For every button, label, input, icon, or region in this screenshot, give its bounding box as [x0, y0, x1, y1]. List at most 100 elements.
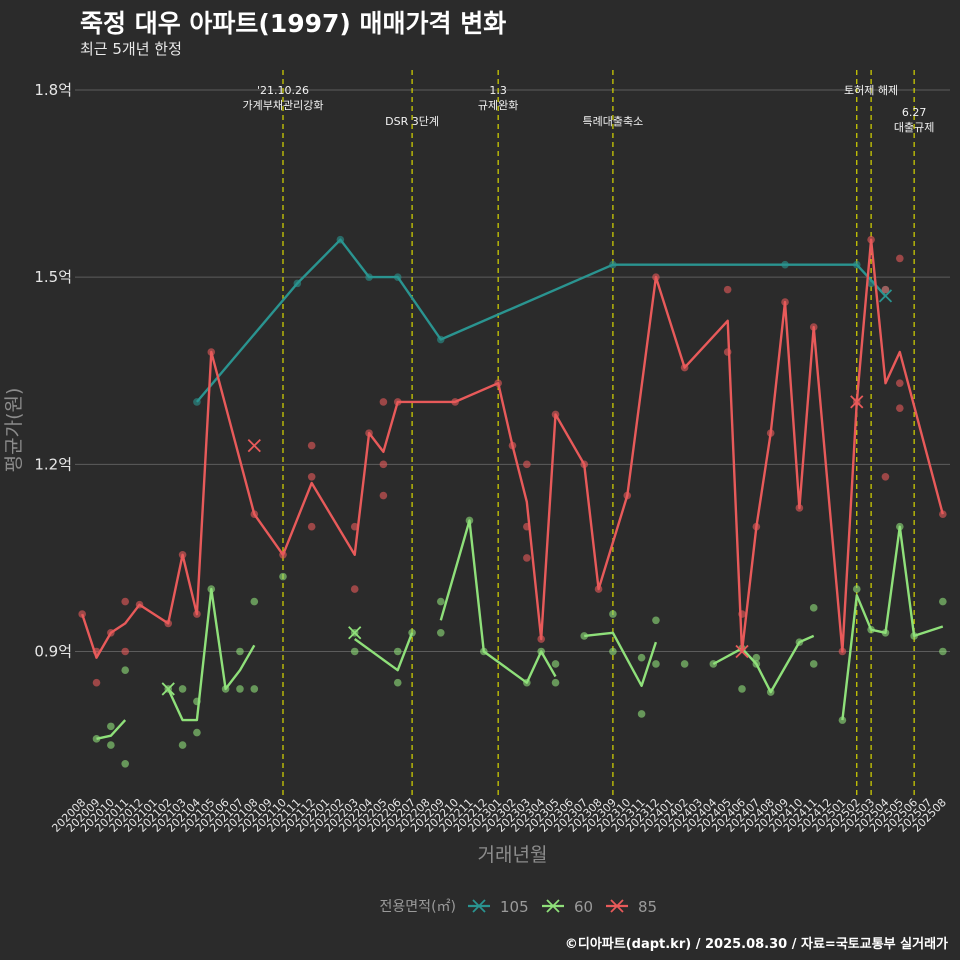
source-caption: ©디아파트(dapt.kr) / 2025.08.30 / 자료=국토교통부 실… — [564, 937, 948, 952]
data-point-85 — [766, 429, 775, 437]
data-point-85 — [379, 398, 388, 406]
data-point-105 — [781, 260, 789, 269]
data-point-85 — [494, 379, 502, 388]
data-point-85 — [652, 273, 660, 281]
data-point-85 — [393, 398, 402, 406]
data-point-85 — [307, 522, 316, 531]
series-60 — [92, 516, 947, 768]
data-point-60 — [250, 685, 259, 693]
data-point-85 — [895, 254, 904, 263]
data-point-60 — [523, 678, 531, 687]
data-point-85 — [92, 647, 101, 656]
legend-swatch-x — [610, 899, 624, 913]
x-mark-85 — [850, 395, 864, 409]
data-point-60 — [738, 685, 746, 693]
y-tick-label: 1.8억 — [34, 81, 72, 99]
data-point-85 — [379, 491, 388, 500]
data-point-85 — [193, 610, 201, 618]
data-point-85 — [307, 472, 316, 481]
data-point-60 — [809, 604, 818, 612]
data-point-60 — [939, 597, 947, 606]
data-point-85 — [881, 285, 890, 294]
data-point-85 — [881, 472, 890, 481]
data-point-85 — [107, 628, 115, 637]
data-point-60 — [939, 647, 947, 656]
series-layer — [78, 235, 947, 768]
data-point-60 — [350, 647, 359, 656]
legend-swatch-x — [472, 899, 486, 913]
data-point-60 — [580, 632, 589, 640]
legend-label: 85 — [638, 898, 657, 916]
data-point-85 — [164, 619, 173, 628]
data-point-85 — [121, 647, 130, 656]
data-point-85 — [838, 647, 847, 656]
data-point-85 — [723, 285, 732, 294]
data-point-60 — [752, 653, 761, 662]
data-point-85 — [551, 410, 560, 419]
series-85 — [78, 235, 947, 687]
data-point-60 — [752, 660, 761, 668]
data-point-60 — [207, 585, 216, 593]
data-point-60 — [107, 722, 115, 731]
data-point-60 — [408, 628, 416, 637]
data-point-105 — [336, 235, 345, 244]
event-label: 가계부채관리강화 — [243, 99, 324, 112]
data-point-85 — [623, 491, 632, 500]
data-point-85 — [580, 460, 589, 469]
data-point-60 — [809, 660, 818, 668]
axis-layer: 0.9억1.2억1.5억1.8억202008202009202010202011… — [3, 81, 949, 866]
data-point-85 — [379, 460, 388, 469]
data-point-85 — [307, 441, 316, 450]
x-mark-85 — [247, 438, 261, 453]
data-point-85 — [92, 678, 101, 687]
legend-label: 105 — [500, 898, 529, 916]
data-point-85 — [752, 522, 761, 531]
data-point-60 — [609, 610, 617, 618]
data-point-60 — [178, 685, 187, 693]
data-point-105 — [609, 260, 617, 269]
data-point-85 — [350, 585, 359, 593]
data-point-85 — [207, 348, 216, 356]
data-point-60 — [393, 647, 402, 656]
data-point-60 — [436, 597, 445, 606]
event-label: 토허제 해제 — [844, 83, 898, 97]
series-105 — [193, 235, 893, 406]
data-point-60 — [436, 628, 445, 637]
data-point-105 — [193, 398, 201, 406]
data-point-60 — [652, 660, 660, 668]
data-point-60 — [107, 741, 115, 749]
data-point-105 — [293, 279, 302, 288]
data-point-85 — [795, 504, 804, 512]
data-point-85 — [867, 235, 875, 244]
data-point-105 — [365, 273, 373, 281]
data-point-105 — [436, 335, 445, 344]
y-axis-title: 평균가(원) — [3, 388, 25, 473]
data-point-60 — [766, 688, 775, 696]
data-point-85 — [451, 398, 459, 406]
series-line-60 — [841, 525, 944, 721]
series-line-85 — [81, 238, 944, 659]
data-point-60 — [637, 653, 646, 662]
data-point-60 — [236, 647, 244, 656]
data-point-85 — [121, 597, 130, 606]
x-mark-60 — [161, 682, 175, 696]
y-tick-label: 1.2억 — [34, 455, 72, 473]
data-point-105 — [867, 279, 875, 288]
data-point-105 — [393, 273, 402, 281]
data-point-85 — [723, 348, 732, 356]
data-point-85 — [895, 404, 904, 412]
y-tick-label: 1.5억 — [34, 268, 72, 286]
data-point-85 — [350, 522, 359, 531]
legend-item-85: 85 — [606, 898, 657, 916]
data-point-60 — [250, 597, 259, 606]
data-point-60 — [393, 678, 402, 687]
data-point-60 — [193, 728, 201, 737]
data-point-60 — [537, 647, 545, 656]
data-point-60 — [795, 638, 804, 646]
data-point-60 — [480, 647, 488, 656]
data-point-60 — [881, 628, 890, 637]
data-point-85 — [537, 635, 545, 643]
data-point-105 — [852, 260, 861, 269]
event-label: 1.3 — [489, 84, 507, 97]
